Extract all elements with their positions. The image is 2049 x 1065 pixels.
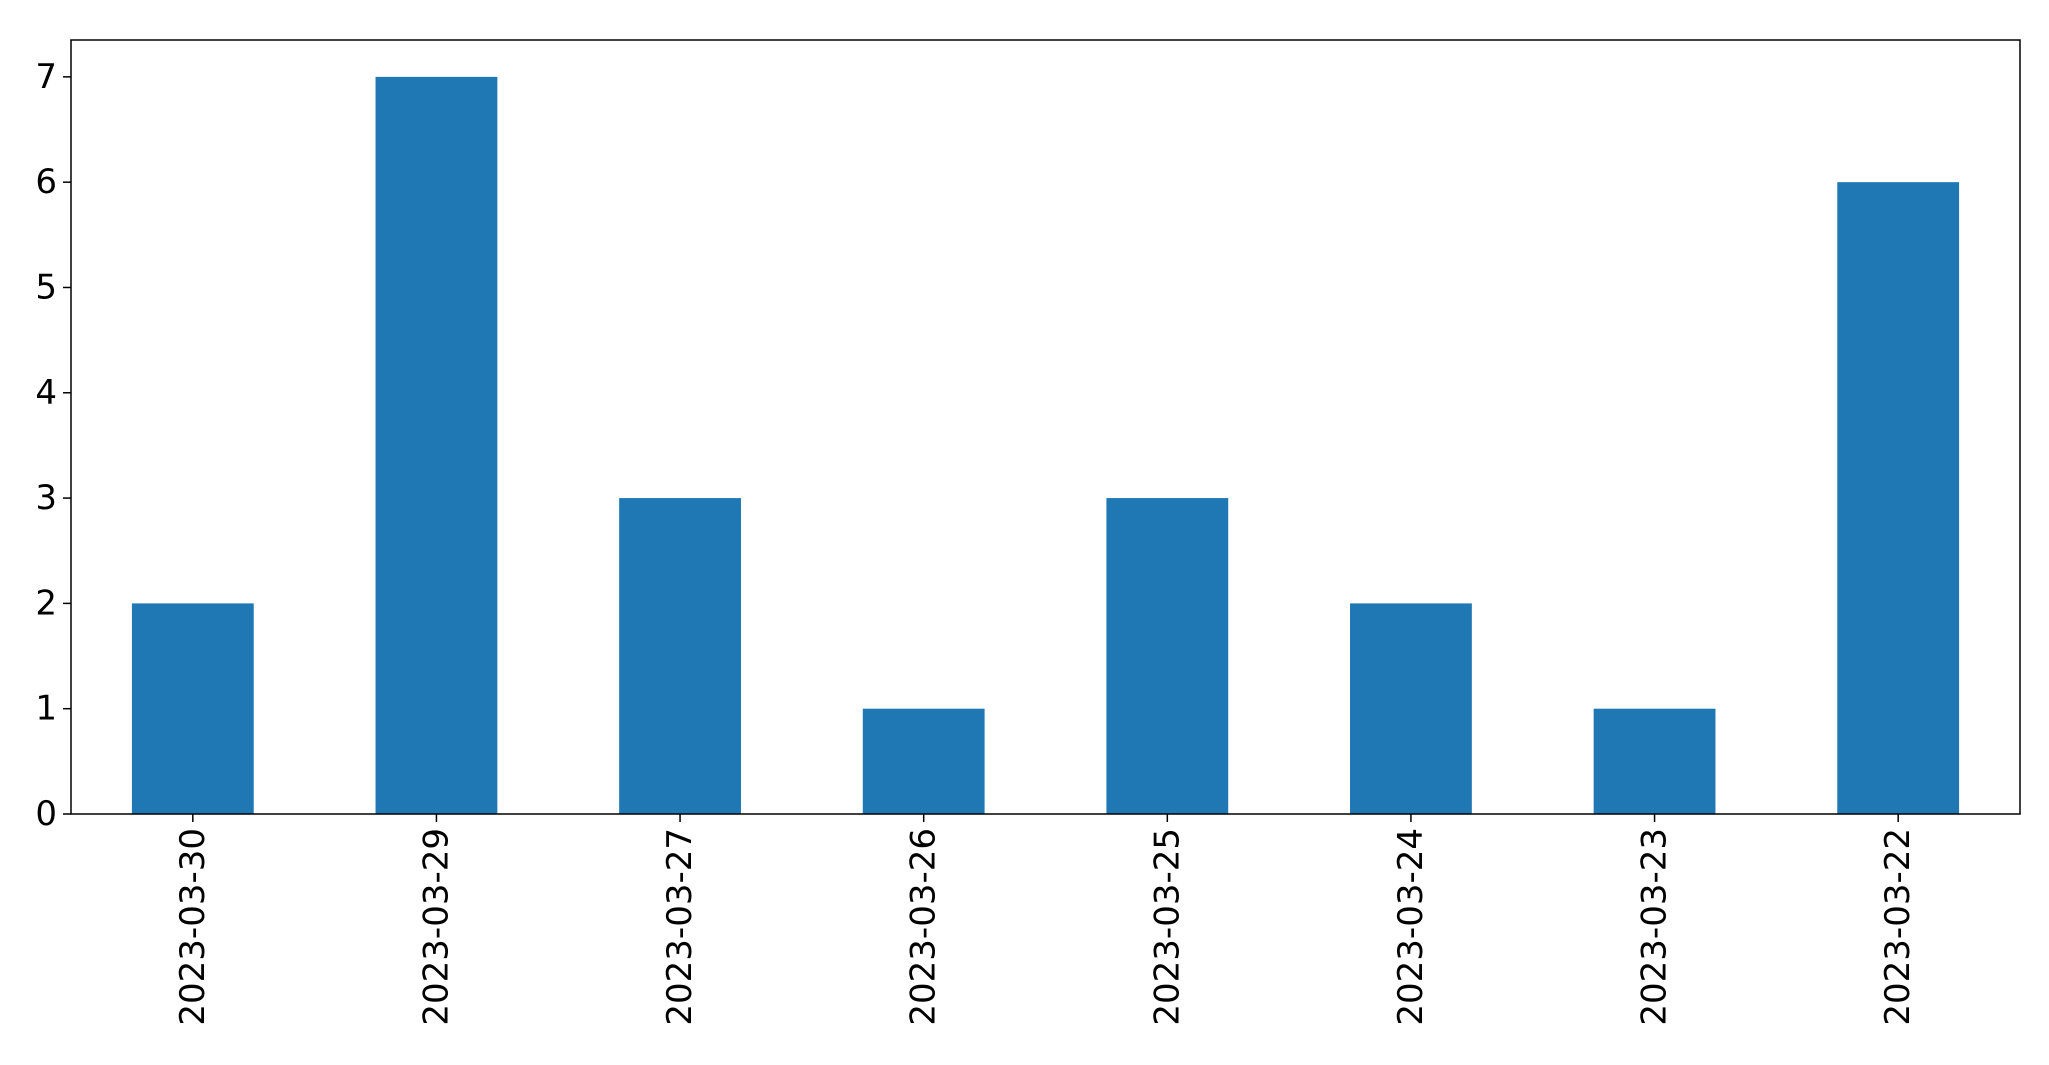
bar-2023-03-23: [1593, 708, 1716, 814]
y-axis: 0 1 2 3 4 5 6 7: [35, 57, 71, 834]
y-tick-label: 1: [35, 689, 57, 729]
y-tick-label: 2: [35, 583, 57, 623]
bar-2023-03-27: [619, 498, 741, 814]
bar-2023-03-30: [131, 603, 254, 814]
x-tick-label: 2023-03-25: [1147, 828, 1187, 1026]
x-tick-label: 2023-03-27: [660, 828, 700, 1026]
y-tick-label: 7: [35, 57, 57, 97]
bar-2023-03-26: [862, 708, 985, 814]
x-tick-label: 2023-03-29: [416, 828, 456, 1026]
x-tick-label: 2023-03-24: [1391, 828, 1431, 1026]
bar-2023-03-25: [1106, 498, 1229, 814]
x-tick-label: 2023-03-30: [173, 828, 213, 1026]
x-axis: 2023-03-30 2023-03-29 2023-03-27 2023-03-26…: [173, 814, 1918, 1026]
y-tick-label: 4: [35, 373, 57, 413]
bar-2023-03-29: [375, 76, 498, 815]
bar-2023-03-24: [1350, 603, 1472, 814]
x-tick-label: 2023-03-23: [1635, 828, 1675, 1026]
plot-frame: [70, 39, 2021, 815]
bars-layer: [131, 76, 1960, 815]
y-tick-label: 3: [35, 478, 57, 518]
bar-2023-03-22: [1837, 182, 1960, 814]
x-tick-label: 2023-03-22: [1878, 828, 1918, 1026]
y-tick-label: 5: [35, 267, 57, 307]
y-tick-label: 0: [35, 794, 57, 834]
x-tick-label: 2023-03-26: [904, 828, 944, 1026]
y-tick-label: 6: [35, 162, 57, 202]
